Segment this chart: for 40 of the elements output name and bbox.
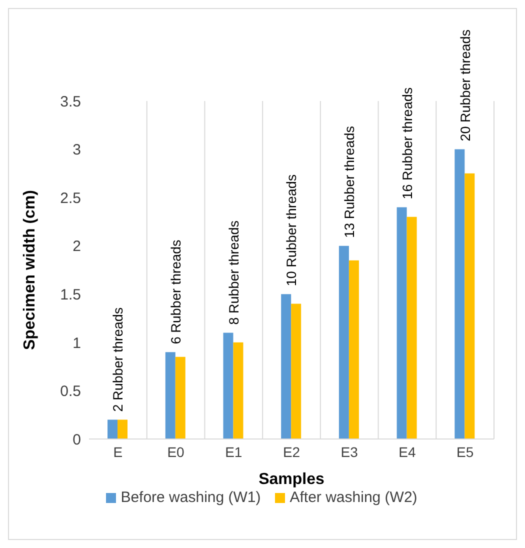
x-tick-label: E3 <box>340 444 358 460</box>
bar <box>281 294 292 439</box>
bar <box>338 246 349 439</box>
bar <box>396 207 407 439</box>
annotation: 20 Rubber threads <box>458 29 473 142</box>
annotation: 10 Rubber threads <box>284 174 300 286</box>
y-tick-label: 2.5 <box>60 190 81 207</box>
y-tick-label: 0.5 <box>60 383 81 400</box>
bar <box>108 420 118 439</box>
bar <box>223 332 234 439</box>
bar <box>165 352 176 439</box>
legend-label: After washing (W2) <box>290 489 418 506</box>
annotation: 16 Rubber threads <box>400 87 415 200</box>
bar <box>175 356 186 439</box>
y-tick-label: 0 <box>72 431 81 448</box>
bar <box>406 216 417 439</box>
bar <box>118 420 128 439</box>
bar <box>454 149 465 439</box>
annotation: 13 Rubber threads <box>342 126 358 238</box>
x-tick-label: E4 <box>398 444 416 460</box>
y-tick-label: 1.5 <box>60 286 81 304</box>
annotation: 2 Rubber threads <box>110 307 126 412</box>
x-tick-label: E2 <box>282 444 300 460</box>
y-tick-label: 1 <box>72 334 81 352</box>
annotation: 8 Rubber threads <box>226 220 242 325</box>
x-tick-label: E5 <box>456 444 474 460</box>
y-tick-label: 2 <box>72 238 81 256</box>
y-tick-label: 3 <box>72 142 81 159</box>
bar <box>233 342 244 439</box>
x-axis-title: Samples <box>258 471 325 488</box>
x-tick-label: E0 <box>167 444 185 460</box>
bar <box>291 304 302 439</box>
x-tick-label: E1 <box>225 444 242 460</box>
x-tick-label: E <box>113 444 123 460</box>
legend-label: Before washing (W1) <box>120 489 261 506</box>
y-axis-title: Specimen width (cm) <box>22 190 39 350</box>
annotation: 6 Rubber threads <box>168 240 184 344</box>
bar <box>464 173 475 439</box>
y-tick-label: 3.5 <box>60 93 81 110</box>
bar <box>348 260 359 439</box>
